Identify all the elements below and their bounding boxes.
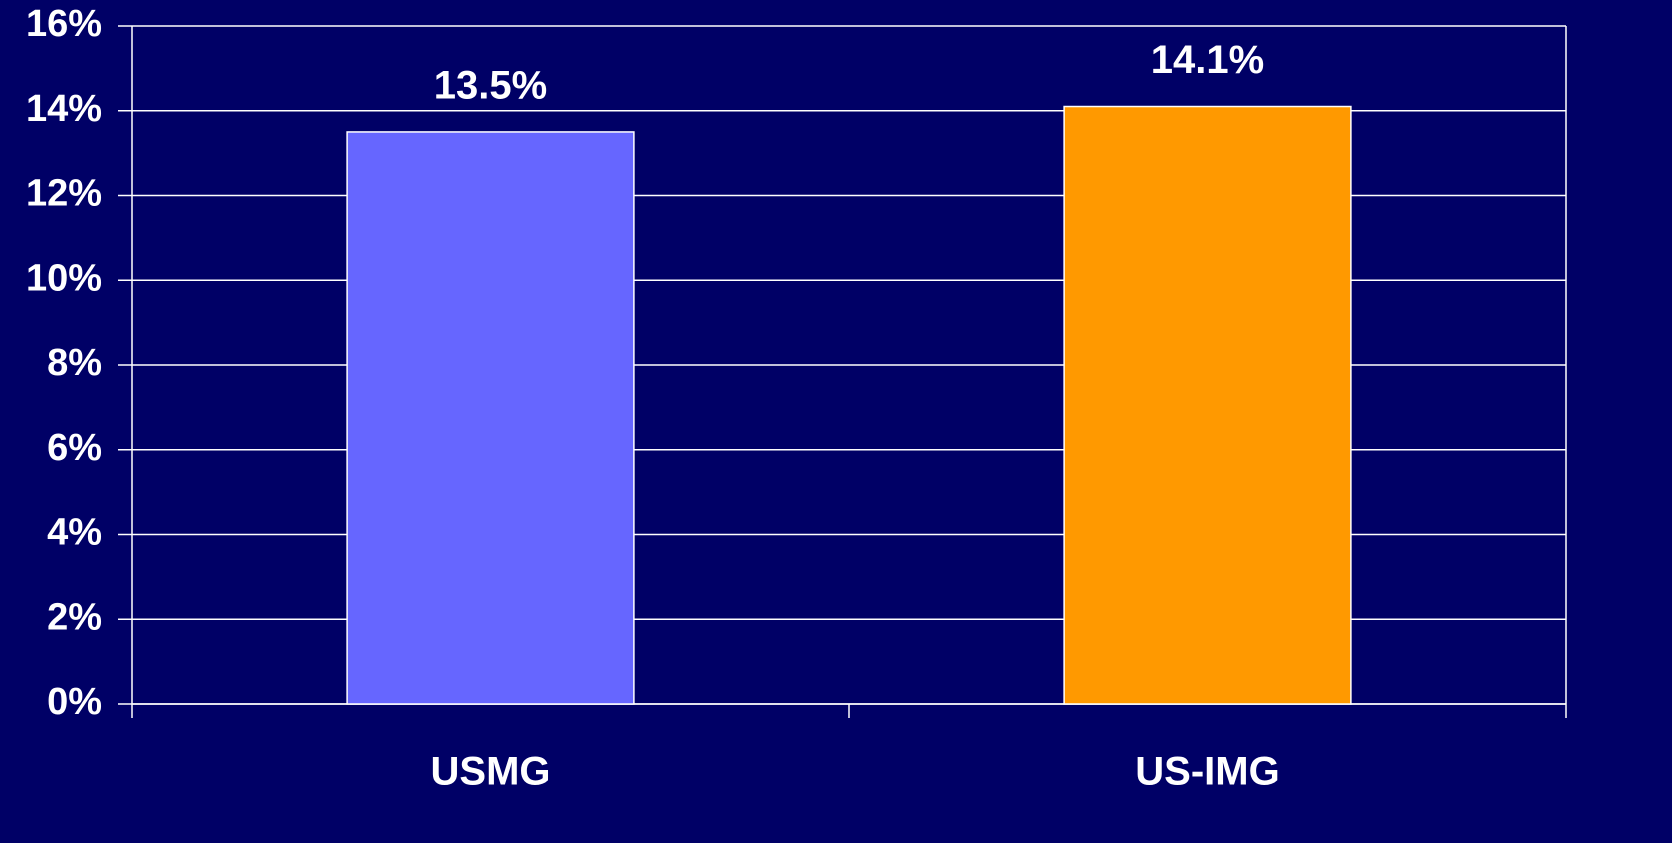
value-label: 13.5% — [434, 64, 547, 108]
y-tick-label: 16% — [26, 3, 102, 45]
y-tick-label: 8% — [47, 342, 102, 384]
x-tick-label: USMG — [431, 750, 551, 794]
bar — [346, 131, 635, 705]
y-tick-label: 2% — [47, 596, 102, 638]
y-tick-label: 6% — [47, 427, 102, 469]
y-tick-label: 4% — [47, 512, 102, 554]
y-tick-label: 0% — [47, 681, 102, 723]
value-label: 14.1% — [1151, 38, 1264, 82]
y-tick-label: 12% — [26, 173, 102, 215]
y-tick-label: 14% — [26, 88, 102, 130]
y-tick-label: 10% — [26, 257, 102, 299]
bar — [1063, 105, 1352, 705]
x-tick-label: US-IMG — [1135, 750, 1279, 794]
